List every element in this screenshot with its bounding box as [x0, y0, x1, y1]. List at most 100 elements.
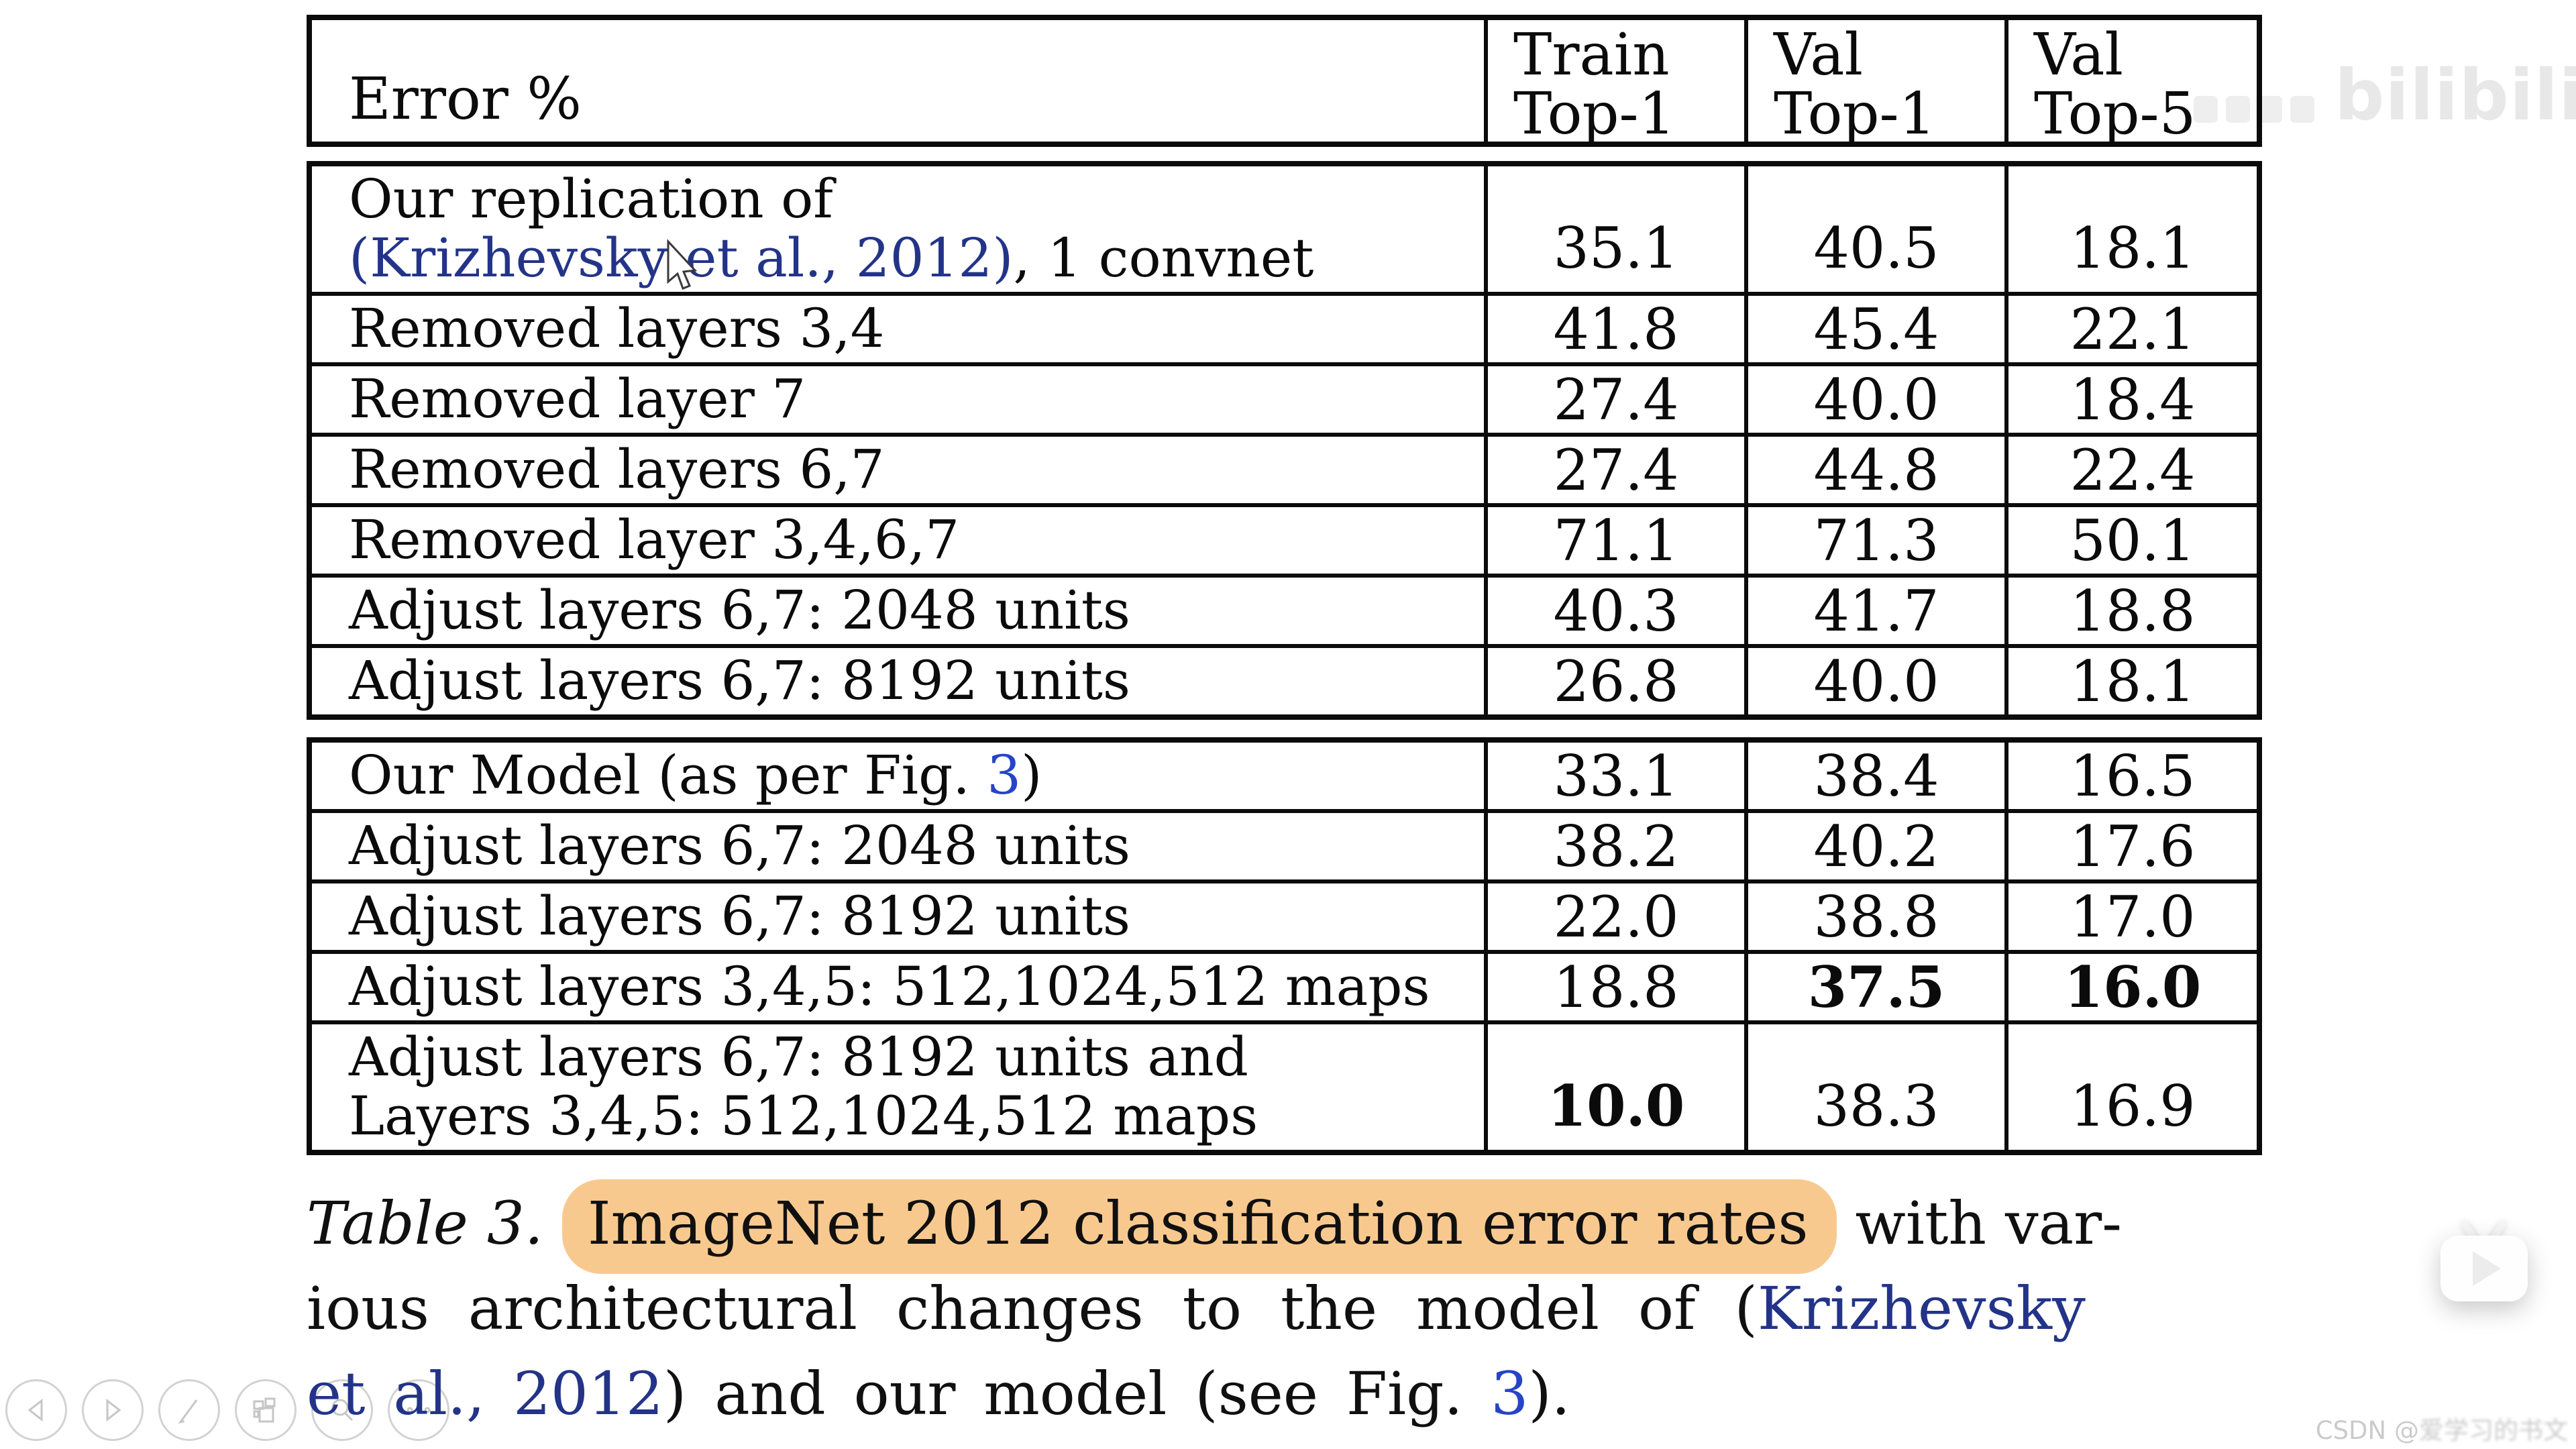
text: ).: [1528, 1359, 1570, 1428]
cell-val-top1: 40.5: [1744, 166, 2004, 292]
text: Layers 3,4,5: 512,1024,512 maps: [349, 1085, 1258, 1147]
cell-train-top1: 41.8: [1484, 296, 1744, 362]
table-section-our-model: Our Model (as per Fig. 3) 33.1 38.4 16.5 Adj…: [307, 737, 2262, 1155]
cell-train-top1: 35.1: [1484, 166, 1744, 292]
more-button[interactable]: [388, 1379, 449, 1441]
mouse-cursor-icon: [667, 239, 698, 290]
text: Adjust layers 6,7: 2048 units: [349, 579, 1130, 641]
cell-val-top1: 40.0: [1744, 366, 2004, 433]
header-error-label: Error %: [349, 66, 582, 133]
row-label: Our Model (as per Fig. 3): [312, 743, 1484, 809]
cell-val-top1: 71.3: [1744, 507, 2004, 574]
row-label: Removed layers 6,7: [312, 437, 1484, 503]
bilibili-tv-icon: [2440, 1217, 2529, 1304]
table-header-row: Error % Train Top-1 Val Top-1 Val Top-5: [307, 15, 2262, 147]
more-dots-icon: [407, 1407, 431, 1413]
annotation-toolbar: [5, 1379, 449, 1441]
text: Removed layer 7: [349, 368, 806, 430]
cell-train-top1: 22.0: [1484, 883, 1744, 950]
cell-val-top5: 18.1: [2004, 166, 2257, 292]
cell-train-top1: 18.8: [1484, 954, 1744, 1020]
row-label: Removed layer 3,4,6,7: [312, 507, 1484, 574]
cell-train-top1: 27.4: [1484, 366, 1744, 433]
previous-button[interactable]: [5, 1379, 67, 1441]
bilibili-logo: bilibili: [2334, 54, 2576, 136]
table-row: Adjust layers 6,7: 8192 units 26.8 40.0 18.…: [312, 644, 2257, 714]
text: Removed layer 3,4,6,7: [349, 508, 960, 571]
row-label: Adjust layers 6,7: 2048 units: [312, 813, 1484, 879]
table-row: Removed layer 7 27.4 40.0 18.4: [312, 362, 2257, 433]
table-row: Adjust layers 6,7: 2048 units 40.3 41.7 18.…: [312, 574, 2257, 644]
table-row: Adjust layers 6,7: 8192 units 22.0 38.8 17.…: [312, 879, 2257, 950]
arrow-left-icon: [28, 1398, 43, 1422]
table-row: Adjust layers 6,7: 2048 units 38.2 40.2 17.…: [312, 809, 2257, 879]
next-button[interactable]: [82, 1379, 144, 1441]
text: Adjust layers 3,4,5: 512,1024,512 maps: [349, 955, 1430, 1018]
citation-link[interactable]: et al., 2012: [307, 1359, 663, 1428]
text: Removed layers 3,4: [349, 297, 885, 360]
cell-val-top5: 22.1: [2004, 296, 2257, 362]
cell-train-top1: 33.1: [1484, 743, 1744, 809]
col-header-val-top5: Val Top-5: [2004, 20, 2257, 144]
table-row: Adjust layers 6,7: 8192 units and Layers …: [312, 1020, 2257, 1150]
magnifier-button[interactable]: [311, 1379, 373, 1441]
text: ) and our model (see Fig.: [663, 1359, 1491, 1428]
text: [543, 1189, 562, 1258]
pages-button[interactable]: [235, 1379, 297, 1441]
cell-val-top1: 38.8: [1744, 883, 2004, 950]
cell-val-top5: 18.1: [2004, 648, 2257, 714]
figure-ref-link[interactable]: 3: [987, 744, 1022, 806]
bilibili-watermark: bilibili: [2194, 60, 2576, 130]
text: with var-: [1836, 1189, 2122, 1258]
caption-line-3: et al., 2012) and our model (see Fig. 3)…: [307, 1351, 2205, 1436]
text: Adjust layers 6,7: 2048 units: [349, 814, 1130, 877]
row-label: Adjust layers 6,7: 8192 units: [312, 648, 1484, 714]
cell-train-top1: 10.0: [1484, 1024, 1744, 1150]
row-label: Removed layers 3,4: [312, 296, 1484, 362]
cell-val-top1: 40.0: [1744, 648, 2004, 714]
cell-val-top5: 50.1: [2004, 507, 2257, 574]
table-row: Removed layers 3,4 41.8 45.4 22.1: [312, 292, 2257, 362]
row-label: Removed layer 7: [312, 366, 1484, 433]
text: Our Model (as per Fig.: [349, 744, 987, 806]
table-section-ablation: Our replication of (Krizhevsky et al., 20…: [307, 161, 2262, 720]
col-header-val-top1: Val Top-1: [1744, 20, 2004, 144]
text: , 1 convnet: [1013, 227, 1314, 289]
row-label: Adjust layers 3,4,5: 512,1024,512 maps: [312, 954, 1484, 1020]
table-caption: Table 3. ImageNet 2012 classification er…: [307, 1179, 2205, 1436]
cell-val-top1: 40.2: [1744, 813, 2004, 879]
thumbnails-icon: [253, 1397, 276, 1423]
play-triangle-icon: [2473, 1251, 2501, 1286]
citation-link[interactable]: Krizhevsky: [1757, 1274, 2086, 1343]
annotate-button[interactable]: [158, 1379, 220, 1441]
text: ): [1021, 744, 1042, 806]
cell-val-top1: 38.3: [1744, 1024, 2004, 1150]
cell-val-top5: 17.6: [2004, 813, 2257, 879]
text: Adjust layers 6,7: 8192 units: [349, 649, 1130, 712]
cell-train-top1: 27.4: [1484, 437, 1744, 503]
arrow-right-icon: [106, 1398, 121, 1422]
results-table: Error % Train Top-1 Val Top-1 Val Top-5 Our r…: [307, 15, 2262, 1155]
cell-val-top5: 17.0: [2004, 883, 2257, 950]
highlighted-text: ImageNet 2012 classification error rates: [561, 1179, 1837, 1274]
figure-ref-link[interactable]: 3: [1491, 1359, 1529, 1428]
cell-train-top1: 38.2: [1484, 813, 1744, 879]
caption-line-2: ious architectural changes to the model …: [307, 1266, 2205, 1351]
pen-icon: [178, 1399, 198, 1424]
cell-train-top1: 26.8: [1484, 648, 1744, 714]
col-header-train-top1: Train Top-1: [1484, 20, 1744, 144]
cell-val-top1: 44.8: [1744, 437, 2004, 503]
text: Removed layers 6,7: [349, 438, 885, 500]
table-row: Our Model (as per Fig. 3) 33.1 38.4 16.5: [312, 743, 2257, 809]
row-label: Adjust layers 6,7: 8192 units: [312, 883, 1484, 950]
text: ious architectural changes to the model …: [307, 1274, 1758, 1343]
text: Adjust layers 6,7: 8192 units and: [349, 1026, 1248, 1088]
table-row: Adjust layers 3,4,5: 512,1024,512 maps 18…: [312, 950, 2257, 1020]
caption-line-1: Table 3. ImageNet 2012 classification er…: [307, 1179, 2205, 1274]
table-row: Removed layers 6,7 27.4 44.8 22.4: [312, 433, 2257, 503]
csdn-prefix: CSDN @: [2315, 1416, 2419, 1445]
cell-val-top5: 22.4: [2004, 437, 2257, 503]
cell-val-top1: 45.4: [1744, 296, 2004, 362]
cell-val-top5: 16.0: [2004, 954, 2257, 1020]
cell-val-top1: 38.4: [1744, 743, 2004, 809]
